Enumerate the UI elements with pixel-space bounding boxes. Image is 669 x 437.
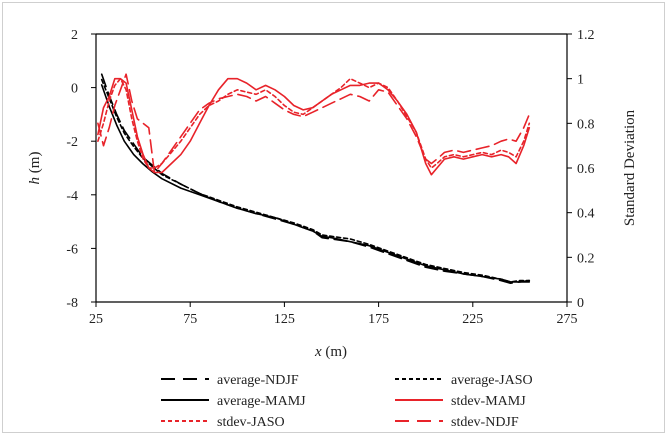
y-tick-label: -8 bbox=[66, 296, 78, 311]
y2-tick-label: 0 bbox=[577, 296, 584, 311]
series-line-stdev-mamj bbox=[97, 77, 531, 176]
y2-tick-label: 1 bbox=[577, 73, 584, 88]
y2-tick-label: 0.2 bbox=[577, 251, 595, 266]
x-tick-labels: 25 75 125 175 225 275 bbox=[89, 302, 578, 327]
y-tick-label: -2 bbox=[66, 135, 78, 150]
legend-label: stdev-MAMJ bbox=[451, 394, 526, 409]
x-tick-label: 175 bbox=[368, 312, 389, 327]
chart-frame: 25 75 125 175 225 275 2 0 -2 -4 -6 -8 1.2 1 0.8 0.6 0.… bbox=[2, 2, 665, 433]
series-line-stdev-ndjf bbox=[97, 73, 531, 174]
y2-tick-label: 0.4 bbox=[577, 207, 595, 222]
legend-label: average-JASO bbox=[451, 373, 533, 388]
series-line-stdev-jaso bbox=[97, 77, 531, 169]
chart-series bbox=[97, 73, 531, 285]
chart-legend: average-NDJF average-JASO average-MAMJ stde… bbox=[161, 373, 533, 430]
y2-tick-label: 1.2 bbox=[577, 28, 595, 43]
x-tick-label: 275 bbox=[557, 312, 578, 327]
y2-tick-label: 0.6 bbox=[577, 162, 595, 177]
y-tick-labels: 2 0 -2 -4 -6 -8 bbox=[66, 28, 96, 311]
legend-label: stdev-NDJF bbox=[451, 415, 519, 430]
y2-tick-labels: 1.2 1 0.8 0.6 0.4 0.2 0 bbox=[567, 28, 595, 311]
line-chart: 25 75 125 175 225 275 2 0 -2 -4 -6 -8 1.2 1 0.8 0.6 0.… bbox=[27, 28, 638, 430]
legend-label: stdev-JASO bbox=[217, 415, 285, 430]
x-tick-label: 75 bbox=[183, 312, 197, 327]
y-axis-title: h (m) bbox=[27, 152, 43, 185]
x-tick-label: 125 bbox=[274, 312, 295, 327]
series-line-average-mamj bbox=[100, 84, 531, 283]
legend-label: average-MAMJ bbox=[217, 394, 306, 409]
y-tick-label: 2 bbox=[71, 28, 78, 43]
y-tick-label: 0 bbox=[71, 82, 78, 97]
y2-axis-title: Standard Deviation bbox=[622, 109, 638, 226]
x-tick-label: 225 bbox=[462, 312, 483, 327]
x-axis-title: x (m) bbox=[314, 344, 347, 360]
y-tick-label: -4 bbox=[66, 189, 78, 204]
y2-tick-label: 0.8 bbox=[577, 117, 595, 132]
y-tick-label: -6 bbox=[66, 242, 78, 257]
legend-label: average-NDJF bbox=[217, 373, 299, 388]
x-tick-label: 25 bbox=[89, 312, 103, 327]
